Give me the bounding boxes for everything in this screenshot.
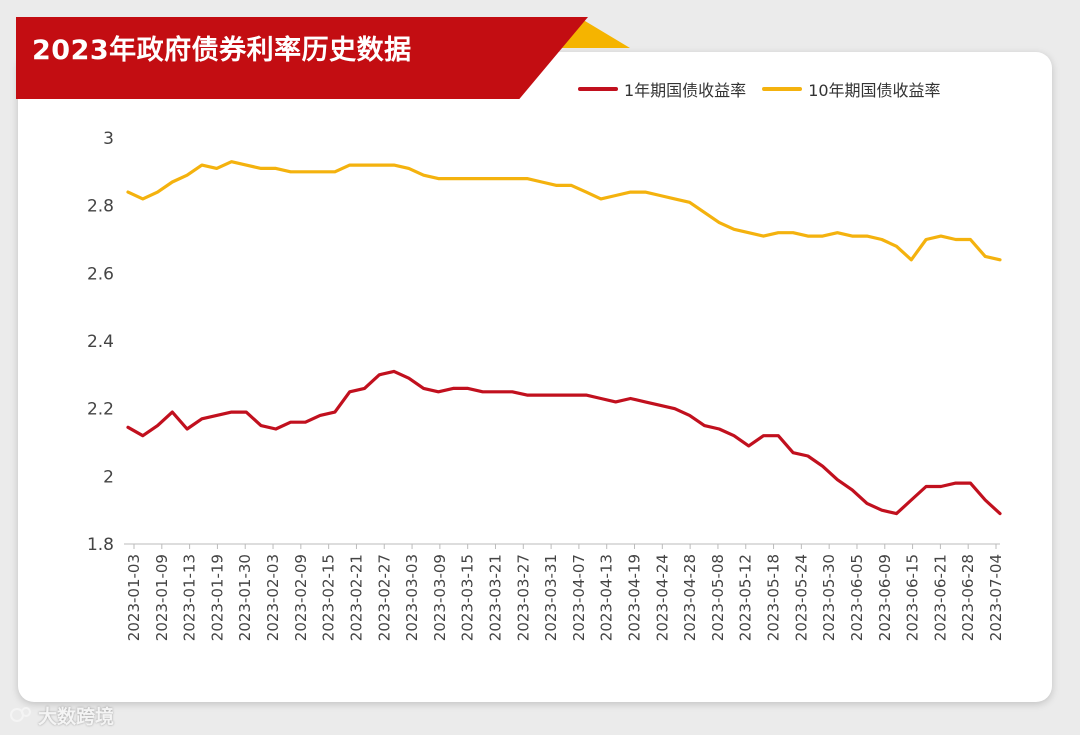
legend-label-series-2: 10年期国债收益率 (808, 81, 941, 100)
legend-label-series-1: 1年期国债收益率 (624, 81, 747, 100)
x-tick-label: 2023-05-08 (709, 554, 727, 641)
legend-swatch-series-2 (762, 87, 803, 91)
x-tick-label: 2023-05-30 (820, 554, 838, 641)
x-tick-label: 2023-05-18 (765, 554, 783, 641)
y-tick-label: 1.8 (87, 535, 114, 555)
x-tick-label: 2023-04-19 (626, 554, 644, 641)
legend-item-series-1: 1年期国债收益率 (578, 77, 746, 101)
x-tick-label: 2023-01-19 (208, 554, 226, 641)
watermark-text: 大数跨境 (38, 705, 115, 728)
x-tick-label: 2023-05-12 (737, 554, 755, 641)
x-tick-label: 2023-02-27 (375, 554, 393, 641)
legend-item-series-2: 10年期国债收益率 (762, 77, 941, 101)
title-banner (16, 17, 588, 99)
x-tick-label: 2023-04-28 (681, 554, 699, 641)
x-tick-label: 2023-07-04 (987, 554, 1005, 641)
y-tick-label: 2.2 (87, 400, 114, 420)
x-tick-label: 2023-03-27 (514, 554, 532, 641)
x-tick-label: 2023-06-28 (959, 554, 977, 641)
x-tick-label: 2023-04-13 (598, 554, 616, 641)
x-tick-label: 2023-05-24 (792, 554, 810, 641)
x-tick-label: 2023-02-09 (292, 554, 310, 641)
x-tick-label: 2023-02-15 (320, 554, 338, 641)
x-tick-label: 2023-03-31 (542, 554, 560, 641)
y-tick-label: 2.6 (87, 264, 114, 284)
x-tick-label: 2023-03-09 (431, 554, 449, 641)
x-tick-label: 2023-01-30 (236, 554, 254, 641)
x-tick-label: 2023-01-09 (153, 554, 171, 641)
x-tick-label: 2023-02-21 (347, 554, 365, 641)
chart-card (18, 52, 1052, 702)
chart-title: 2023年政府债券利率历史数据 (32, 35, 412, 66)
x-tick-label: 2023-06-09 (876, 554, 894, 641)
watermark: 大数跨境 (10, 702, 114, 728)
x-tick-label: 2023-06-15 (904, 554, 922, 641)
legend: 1年期国债收益率 10年期国债收益率 (578, 78, 957, 100)
y-tick-label: 2 (103, 467, 114, 487)
brand-logo-icon (10, 707, 31, 722)
x-tick-label: 2023-01-13 (181, 554, 199, 641)
x-tick-label: 2023-03-03 (403, 554, 421, 641)
legend-swatch-series-1 (578, 87, 618, 91)
y-tick-label: 3 (103, 129, 114, 149)
x-tick-label: 2023-01-03 (125, 554, 143, 641)
x-tick-label: 2023-06-05 (848, 554, 866, 641)
x-tick-label: 2023-03-15 (459, 554, 477, 641)
x-tick-label: 2023-03-21 (486, 554, 504, 641)
y-tick-label: 2.8 (87, 197, 114, 217)
y-tick-label: 2.4 (87, 332, 114, 352)
series-line-1 (126, 369, 1002, 516)
series-line-2 (126, 160, 1002, 262)
x-tick-label: 2023-04-24 (653, 554, 671, 641)
x-tick-label: 2023-04-07 (570, 554, 588, 641)
x-tick-label: 2023-06-21 (931, 554, 949, 641)
x-tick-label: 2023-02-03 (264, 554, 282, 641)
